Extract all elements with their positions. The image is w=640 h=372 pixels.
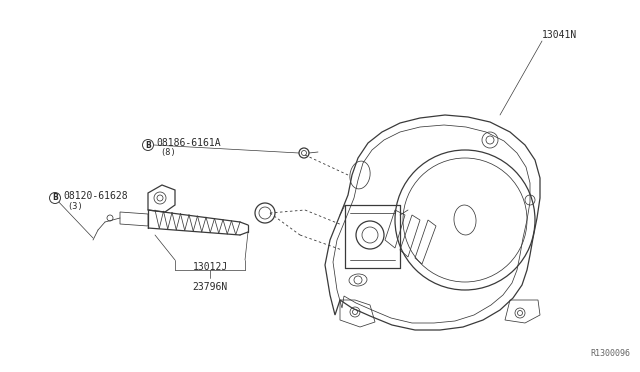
Text: (3): (3) — [67, 202, 83, 211]
Circle shape — [143, 140, 154, 151]
Circle shape — [49, 192, 61, 203]
Text: B: B — [145, 141, 151, 150]
Text: 23796N: 23796N — [193, 282, 228, 292]
Text: B: B — [52, 193, 58, 202]
Text: 08120-61628: 08120-61628 — [63, 191, 127, 201]
Text: 08186-6161A: 08186-6161A — [156, 138, 221, 148]
Text: 13041N: 13041N — [542, 30, 577, 40]
Text: (8): (8) — [160, 148, 176, 157]
Text: R1300096: R1300096 — [590, 349, 630, 358]
Text: 13012J: 13012J — [193, 262, 228, 272]
